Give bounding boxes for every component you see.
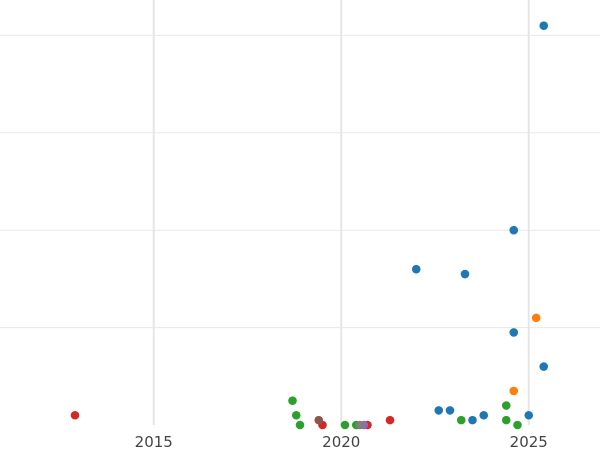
x-tick-label: 2025	[510, 433, 548, 450]
data-point	[295, 420, 305, 430]
data-point	[468, 415, 477, 425]
data-point	[340, 420, 350, 430]
data-point	[501, 401, 511, 410]
x-axis-ticks: 2015 2020 2025	[135, 433, 548, 450]
data-point	[539, 362, 549, 371]
data-point	[314, 415, 324, 425]
data-point	[513, 420, 522, 430]
grid	[0, 0, 600, 425]
data-point	[434, 406, 444, 415]
data-point	[524, 410, 534, 420]
x-tick-label: 2020	[322, 433, 360, 450]
data-point	[479, 410, 489, 420]
x-tick-label: 2015	[135, 433, 173, 450]
data-point	[355, 420, 365, 430]
series-0	[411, 21, 549, 425]
series-4	[314, 415, 324, 425]
data-point	[509, 225, 519, 235]
data-point	[456, 415, 466, 425]
series-2	[288, 396, 522, 430]
data-points	[70, 21, 549, 430]
data-point	[501, 415, 511, 425]
data-point	[509, 328, 519, 337]
data-point	[385, 415, 395, 425]
data-point	[509, 386, 519, 396]
data-point	[539, 21, 549, 30]
data-point	[531, 313, 541, 323]
data-point	[70, 410, 80, 420]
series-6	[355, 420, 365, 430]
data-point	[291, 410, 301, 420]
data-point	[411, 264, 421, 274]
data-point	[288, 396, 297, 405]
data-point	[445, 406, 455, 415]
data-point	[460, 269, 470, 279]
